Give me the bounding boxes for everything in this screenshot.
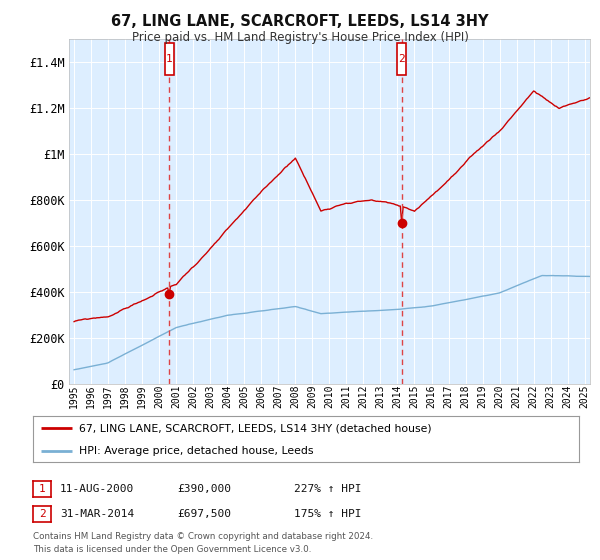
Text: £697,500: £697,500 xyxy=(177,509,231,519)
Text: 175% ↑ HPI: 175% ↑ HPI xyxy=(294,509,361,519)
Text: 2: 2 xyxy=(38,509,46,519)
Text: 227% ↑ HPI: 227% ↑ HPI xyxy=(294,484,361,494)
Text: 11-AUG-2000: 11-AUG-2000 xyxy=(60,484,134,494)
Text: 1: 1 xyxy=(38,484,46,494)
Text: 1: 1 xyxy=(166,54,173,64)
Text: HPI: Average price, detached house, Leeds: HPI: Average price, detached house, Leed… xyxy=(79,446,314,455)
Text: 67, LING LANE, SCARCROFT, LEEDS, LS14 3HY: 67, LING LANE, SCARCROFT, LEEDS, LS14 3H… xyxy=(111,14,489,29)
Text: Price paid vs. HM Land Registry's House Price Index (HPI): Price paid vs. HM Land Registry's House … xyxy=(131,31,469,44)
FancyBboxPatch shape xyxy=(397,43,406,76)
Text: Contains HM Land Registry data © Crown copyright and database right 2024.
This d: Contains HM Land Registry data © Crown c… xyxy=(33,533,373,554)
FancyBboxPatch shape xyxy=(164,43,174,76)
Text: 67, LING LANE, SCARCROFT, LEEDS, LS14 3HY (detached house): 67, LING LANE, SCARCROFT, LEEDS, LS14 3H… xyxy=(79,423,432,433)
Text: 31-MAR-2014: 31-MAR-2014 xyxy=(60,509,134,519)
Text: 2: 2 xyxy=(398,54,405,64)
Text: £390,000: £390,000 xyxy=(177,484,231,494)
